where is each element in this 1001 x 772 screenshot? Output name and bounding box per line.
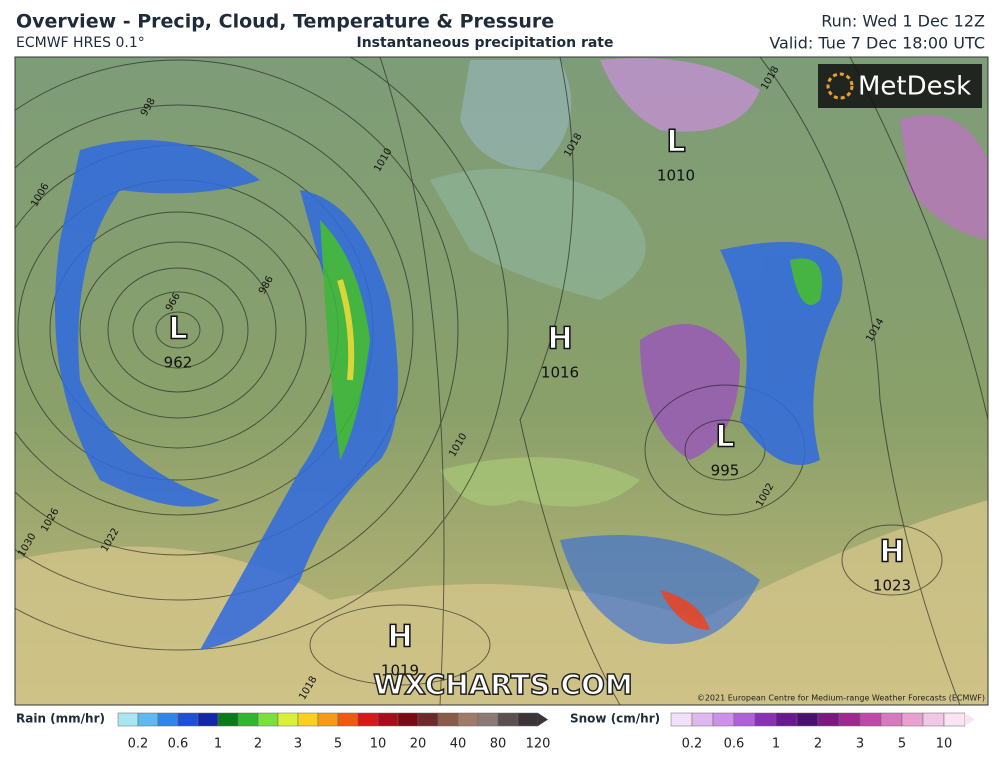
rain-swatch [397,712,419,727]
rain-tick-label: 0.6 [168,737,189,752]
rain-tick-label: 120 [526,737,551,752]
rain-tick-label: 80 [490,737,507,752]
rain-tick-label: 3 [294,737,302,752]
rain-tick-label: 40 [450,737,467,752]
snow-swatch [838,712,861,727]
snow-tick-label: 2 [814,737,822,752]
rain-tick-label: 2 [254,737,262,752]
pressure-letter: L [168,312,187,347]
snow-swatch [670,712,693,727]
snow-swatch [733,712,756,727]
rain-swatch [157,712,179,727]
rain-swatch [437,712,459,727]
rain-swatch [117,712,139,727]
snow-tick-label: 3 [856,737,864,752]
pressure-letter: H [547,322,572,357]
pressure-value: 1010 [657,167,695,185]
rain-swatch [217,712,239,727]
rain-swatch [177,712,199,727]
pressure-letter: H [387,620,412,655]
pressure-value: 962 [164,354,193,372]
rain-swatch [257,712,279,727]
subtitle: Instantaneous precipitation rate [357,35,614,51]
rain-swatch [497,712,519,727]
rain-swatch [337,712,359,727]
rain-tick-label: 1 [214,737,222,752]
pressure-value: 1016 [541,364,579,382]
rain-swatch [477,712,499,727]
snow-tick-label: 0.6 [724,737,745,752]
rain-arrow [538,713,548,726]
rain-swatch [357,712,379,727]
snow-legend-title: Snow (cm/hr) [570,712,660,726]
rain-swatch [377,712,399,727]
rain-tick-label: 5 [334,737,342,752]
snow-swatch [922,712,945,727]
snow-swatch [880,712,903,727]
snow-tick-label: 1 [772,737,780,752]
rain-swatch [237,712,259,727]
pressure-value: 1023 [873,577,911,595]
rain-tick-label: 0.2 [128,737,149,752]
rain-swatch [297,712,319,727]
watermark: WXCHARTS.COM [373,668,633,701]
rain-swatch [417,712,439,727]
pressure-letter: L [715,420,734,455]
rain-tick-label: 10 [370,737,387,752]
snow-swatch [943,712,966,727]
snow-tick-label: 5 [898,737,906,752]
model: ECMWF HRES 0.1° [16,35,145,51]
rain-swatch [517,712,539,727]
pressure-letter: H [879,535,904,570]
pressure-value: 1019 [381,662,419,680]
pressure-letter: L [666,125,685,160]
snow-swatch [859,712,882,727]
rain-legend-title: Rain (mm/hr) [16,712,105,726]
snow-swatch [901,712,924,727]
snow-swatch [712,712,735,727]
snow-swatch [775,712,798,727]
pressure-value: 995 [711,462,740,480]
valid-time: Valid: Tue 7 Dec 18:00 UTC [769,34,985,53]
rain-swatch [277,712,299,727]
snow-tick-label: 0.2 [682,737,703,752]
brand-logo: MetDesk [858,72,971,102]
title: Overview - Precip, Cloud, Temperature & … [16,11,554,33]
snow-swatch [754,712,777,727]
rain-swatch [137,712,159,727]
snow-swatch [817,712,840,727]
rain-swatch [457,712,479,727]
rain-tick-label: 20 [410,737,427,752]
snow-tick-label: 10 [936,737,953,752]
snow-arrow [965,713,975,726]
copyright: ©2021 European Centre for Medium-range W… [697,694,985,703]
snow-swatch [796,712,819,727]
rain-swatch [317,712,339,727]
snow-swatch [691,712,714,727]
rain-swatch [197,712,219,727]
run-time: Run: Wed 1 Dec 12Z [821,12,985,31]
